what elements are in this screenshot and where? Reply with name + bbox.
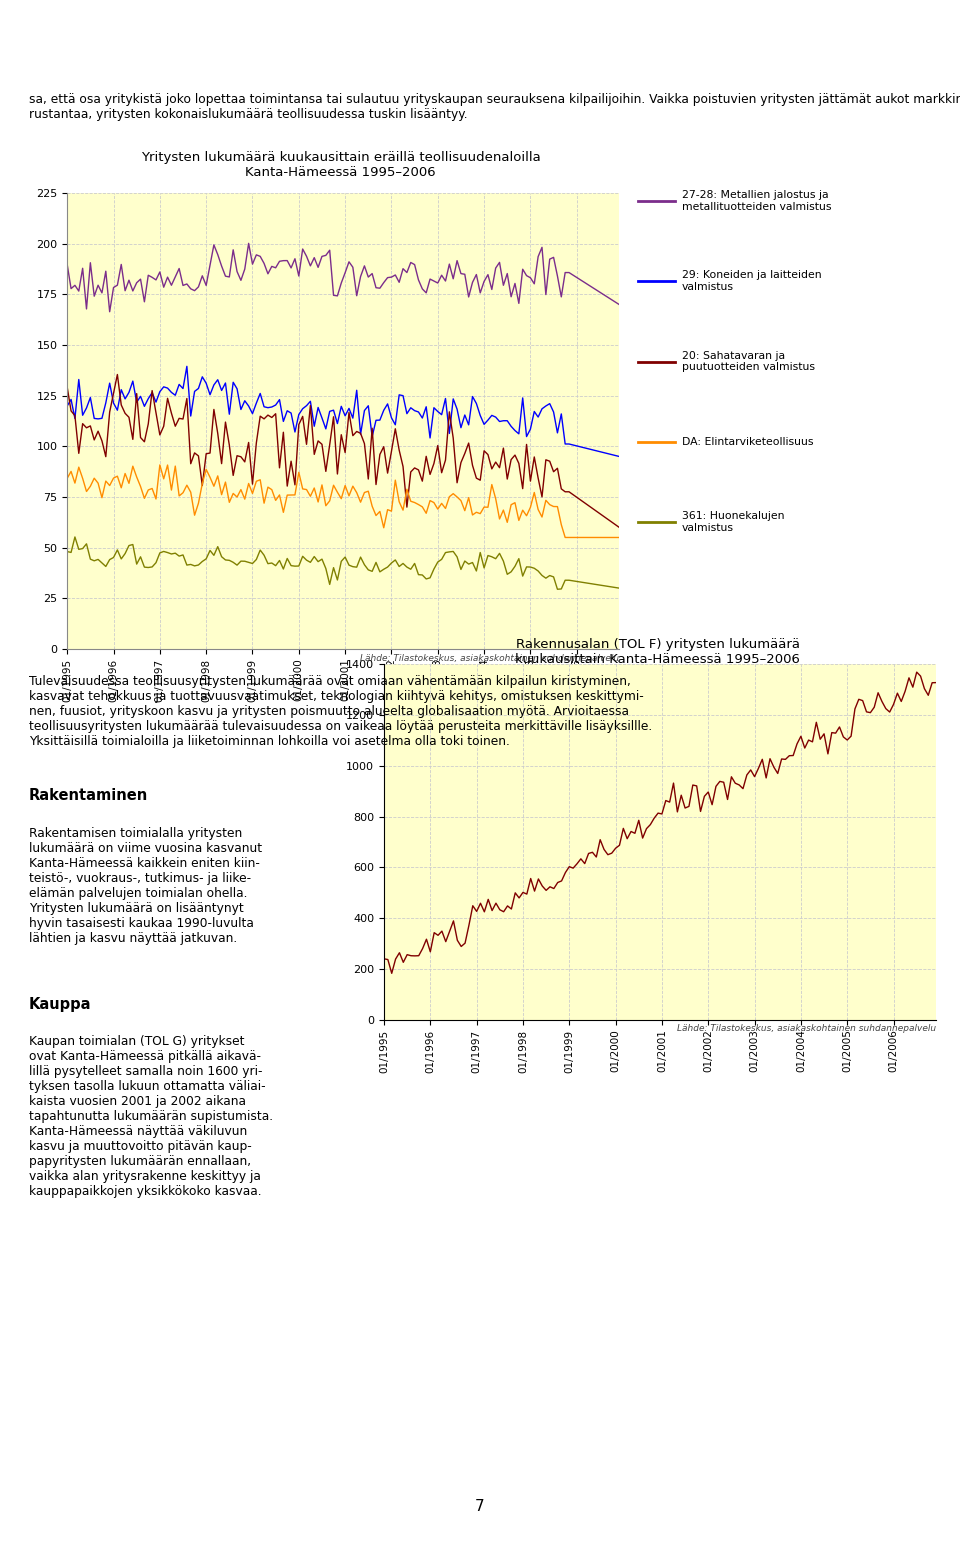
- Text: Rakentaminen: Rakentaminen: [29, 788, 148, 803]
- Text: Rakennusalan (TOL F) yritysten lukumäärä
kuukausittain Kanta-Hämeessä 1995–2006: Rakennusalan (TOL F) yritysten lukumäärä…: [516, 638, 800, 666]
- Text: Lähde: Tilastokeskus, asiakaskohtainen suhdannepalvelu: Lähde: Tilastokeskus, asiakaskohtainen s…: [677, 1024, 936, 1034]
- Text: Lähde: Tilastokeskus, asiakaskohtainen suhdannepalvelu: Lähde: Tilastokeskus, asiakaskohtainen s…: [360, 654, 619, 663]
- Text: 7: 7: [475, 1499, 485, 1514]
- Text: Rakentamisen toimialalla yritysten
lukumäärä on viime vuosina kasvanut
Kanta-Häm: Rakentamisen toimialalla yritysten lukum…: [29, 827, 262, 944]
- Text: 27-28: Metallien jalostus ja
metallituotteiden valmistus: 27-28: Metallien jalostus ja metallituot…: [682, 190, 831, 212]
- Text: Yritysten lukumäärä kuukausittain eräillä teollisuudenaloilla
Kanta-Hämeessä 199: Yritysten lukumäärä kuukausittain eräill…: [141, 151, 540, 179]
- Text: Kaupan toimialan (TOL G) yritykset
ovat Kanta-Hämeessä pitkällä aikavä-
lillä py: Kaupan toimialan (TOL G) yritykset ovat …: [29, 1035, 273, 1199]
- Text: DA: Elintarviketeollisuus: DA: Elintarviketeollisuus: [682, 437, 813, 447]
- Text: 29: Koneiden ja laitteiden
valmistus: 29: Koneiden ja laitteiden valmistus: [682, 270, 821, 292]
- Text: sa, että osa yritykistä joko lopettaa toimintansa tai sulautuu yrityskaupan seur: sa, että osa yritykistä joko lopettaa to…: [29, 93, 960, 121]
- Text: 20: Sahatavaran ja
puutuotteiden valmistus: 20: Sahatavaran ja puutuotteiden valmist…: [682, 351, 815, 372]
- Text: 361: Huonekalujen
valmistus: 361: Huonekalujen valmistus: [682, 511, 784, 533]
- Text: Kauppa: Kauppa: [29, 997, 91, 1012]
- Text: Tulevaisuudessa teollisuusyritysten lukumäärää ovat omiaan vähentämään kilpailun: Tulevaisuudessa teollisuusyritysten luku…: [29, 675, 652, 748]
